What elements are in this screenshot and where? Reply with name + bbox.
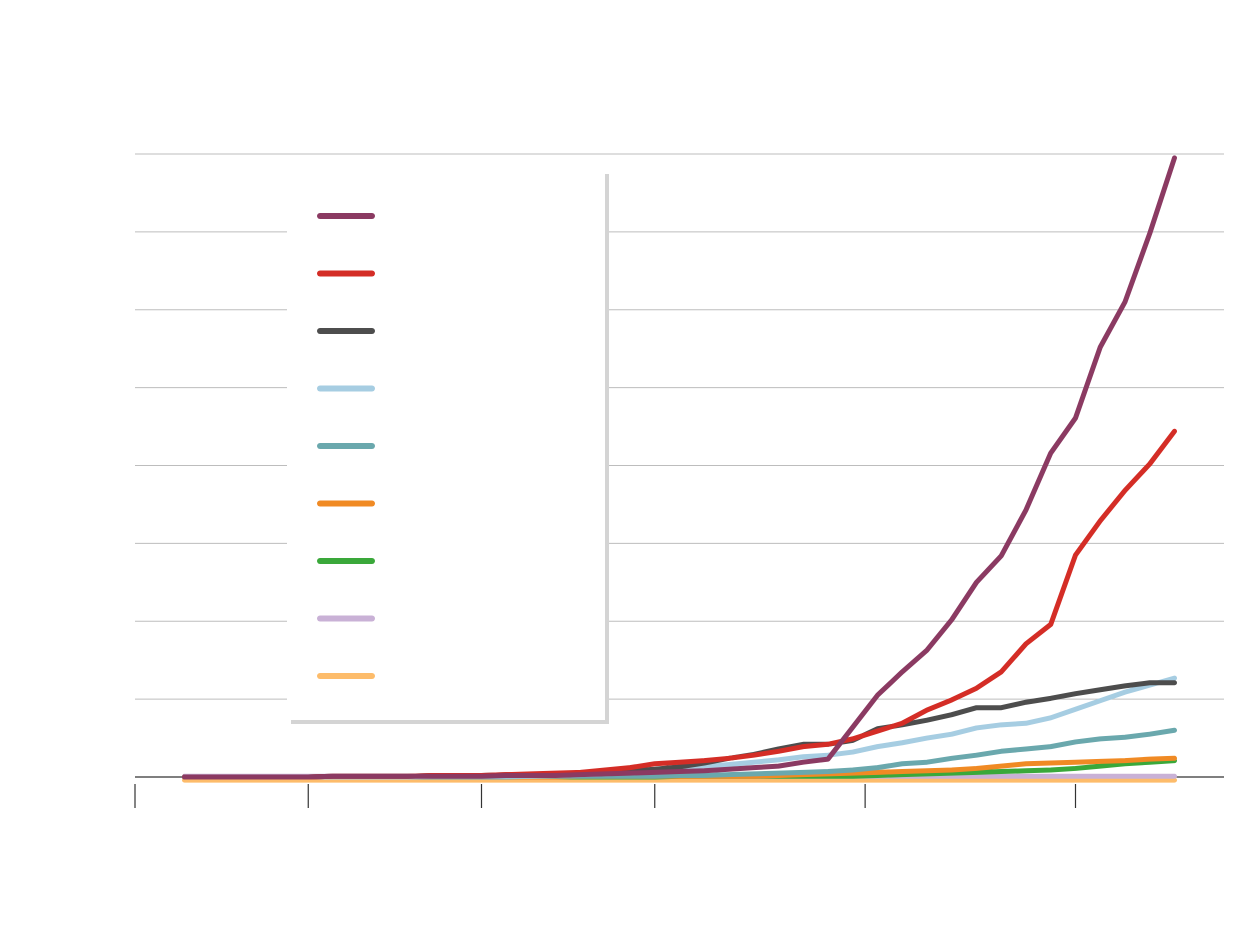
series-line xyxy=(182,155,1177,780)
